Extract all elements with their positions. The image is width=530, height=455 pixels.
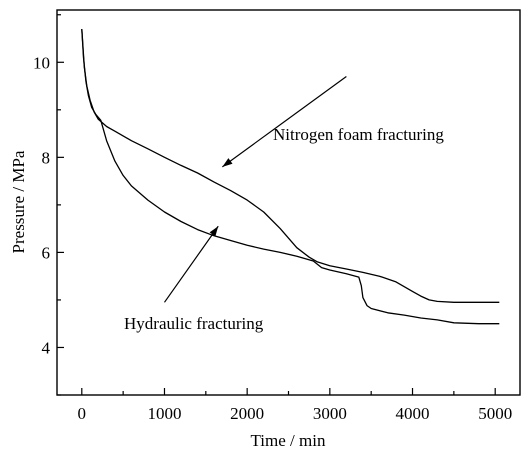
x-axis-title: Time / min bbox=[251, 431, 326, 450]
x-tick-label: 2000 bbox=[230, 404, 264, 423]
x-tick-label: 1000 bbox=[147, 404, 181, 423]
y-tick-label: 8 bbox=[42, 148, 51, 167]
annotation-layer: Nitrogen foam fracturing Hydraulic fract… bbox=[124, 76, 444, 333]
x-tick-label: 3000 bbox=[313, 404, 347, 423]
series-hydraulic-line bbox=[81, 28, 500, 325]
annotation-nitrogen-label: Nitrogen foam fracturing bbox=[273, 125, 444, 144]
annotation-nitrogen-arrow bbox=[222, 76, 347, 168]
x-tick-label: 5000 bbox=[478, 404, 512, 423]
series-nitrogen-line bbox=[81, 28, 500, 303]
annotation-hydraulic-label: Hydraulic fracturing bbox=[124, 314, 264, 333]
y-tick-label: 6 bbox=[42, 243, 51, 262]
y-tick-label: 4 bbox=[42, 338, 51, 357]
x-tick-label: 4000 bbox=[396, 404, 430, 423]
annotation-hydraulic-arrow bbox=[163, 225, 219, 303]
axes bbox=[56, 9, 521, 396]
ticks: 0 1000 2000 3000 4000 5000 4 6 8 10 bbox=[33, 14, 512, 423]
y-tick-label: 10 bbox=[33, 53, 50, 72]
plot-frame bbox=[56, 9, 521, 396]
x-tick-label: 0 bbox=[78, 404, 87, 423]
annotation-nitrogen-arrowhead bbox=[222, 158, 233, 167]
y-axis-title: Pressure / MPa bbox=[9, 150, 28, 253]
series-layer bbox=[81, 28, 500, 325]
annotation-hydraulic-arrowhead bbox=[209, 226, 219, 237]
